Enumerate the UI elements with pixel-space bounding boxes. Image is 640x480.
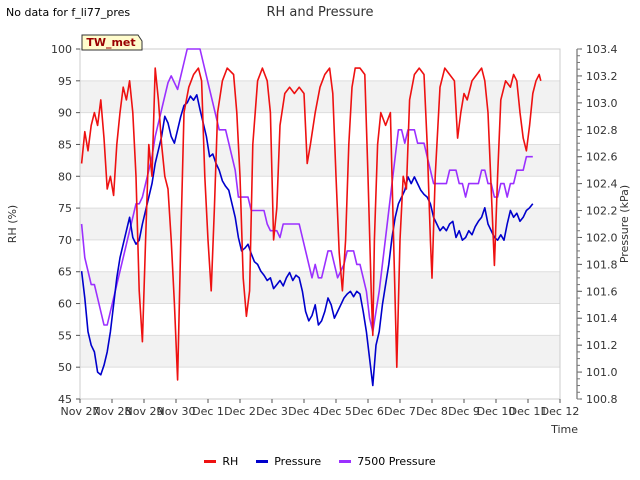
series-line-pressure xyxy=(80,94,534,387)
background-band xyxy=(80,303,560,336)
x-tick-label: Dec 3 xyxy=(256,405,288,418)
background-band xyxy=(80,271,560,304)
y-left-tick-label: 100 xyxy=(51,43,72,56)
legend-label: RH xyxy=(222,454,239,468)
x-tick-label: Dec 10 xyxy=(477,405,516,418)
y-right-tick-label: 102.4 xyxy=(586,178,618,191)
background-band xyxy=(80,208,560,240)
y-axis-left-label: RH (%) xyxy=(6,205,19,243)
legend-item: 7500 Pressure xyxy=(339,454,436,468)
y-right-tick-label: 101.0 xyxy=(586,366,618,379)
legend: RH Pressure 7500 Pressure xyxy=(0,452,640,470)
chart-title: RH and Pressure xyxy=(266,5,373,20)
x-tick-label: Dec 12 xyxy=(541,405,580,418)
x-tick-label: Dec 9 xyxy=(448,405,480,418)
y-right-tick-label: 100.8 xyxy=(586,393,618,406)
background-band xyxy=(80,367,560,399)
x-axis-label: Time xyxy=(550,423,578,436)
x-tick-label: Dec 8 xyxy=(416,405,448,418)
x-tick-label: Dec 6 xyxy=(352,405,384,418)
y-right-tick-label: 103.2 xyxy=(586,70,618,83)
x-tick-label: Dec 7 xyxy=(384,405,416,418)
x-tick-label: Dec 4 xyxy=(288,405,320,418)
background-band xyxy=(80,144,560,177)
legend-swatch xyxy=(256,459,269,463)
y-left-tick-label: 55 xyxy=(58,329,72,342)
legend-item: RH xyxy=(204,455,238,468)
y-left-tick-label: 60 xyxy=(58,298,72,311)
y-right-tick-label: 102.8 xyxy=(586,124,618,137)
y-left-tick-label: 50 xyxy=(58,361,72,374)
y-right-tick-label: 101.8 xyxy=(586,258,618,271)
y-left-tick-label: 80 xyxy=(58,170,72,183)
background-bands xyxy=(80,48,560,400)
station-badge-shape xyxy=(81,34,143,51)
background-band xyxy=(80,239,560,272)
legend-label: Pressure xyxy=(274,454,322,468)
x-tick-label: Nov 27 xyxy=(61,405,100,418)
station-label: TW_met xyxy=(86,36,135,49)
y-right-tick-label: 103.0 xyxy=(586,97,618,110)
x-tick-label: Dec 1 xyxy=(192,405,224,418)
x-tick-label: Nov 29 xyxy=(125,405,164,418)
background-band xyxy=(80,335,560,368)
x-tick-label: Dec 5 xyxy=(320,405,352,418)
series-layer xyxy=(80,48,542,387)
y-right-tick-label: 102.6 xyxy=(586,151,618,164)
legend-swatch xyxy=(339,459,352,463)
y-right-tick-label: 102.2 xyxy=(586,205,618,218)
y-right-tick-label: 101.2 xyxy=(586,339,618,352)
y-left-tick-label: 90 xyxy=(58,107,72,120)
series-line-7500-pressure xyxy=(80,48,533,333)
x-tick-label: Dec 2 xyxy=(224,405,256,418)
y-left-tick-label: 85 xyxy=(58,138,72,151)
background-band xyxy=(80,49,560,81)
x-tick-label: Nov 28 xyxy=(93,405,132,418)
plot-frame xyxy=(79,48,561,400)
legend-item: Pressure xyxy=(256,455,321,468)
y-right-tick-label: 103.4 xyxy=(586,43,618,56)
y-right-tick-label: 101.6 xyxy=(586,285,618,298)
series-line-rh xyxy=(80,67,542,381)
y-left-tick-label: 75 xyxy=(58,202,72,215)
x-tick-label: Nov 30 xyxy=(157,405,196,418)
y-left-tick-label: 70 xyxy=(58,234,72,247)
y-right-tick-label: 102.0 xyxy=(586,231,618,244)
y-right-tick-label: 101.4 xyxy=(586,312,618,325)
y-left-tick-label: 45 xyxy=(58,393,72,406)
legend-swatch xyxy=(204,459,217,463)
legend-label: 7500 Pressure xyxy=(357,454,436,468)
y-axis-left-ticks: 45 50 55 60 65 70 75 80 85 90 95 100 xyxy=(51,43,80,406)
y-left-tick-label: 65 xyxy=(58,266,72,279)
station-badge: TW_met xyxy=(81,34,143,51)
y-axis-right-ticks: 100.8 101.0 101.2 101.4 101.6 101.8 102.0 102.2… xyxy=(576,43,618,406)
no-data-note: No data for f_li77_pres xyxy=(6,6,131,19)
background-band xyxy=(80,176,560,209)
y-axis-right-label: Pressure (kPa) xyxy=(618,185,631,263)
y-left-tick-label: 95 xyxy=(58,75,72,88)
x-tick-label: Dec 11 xyxy=(509,405,548,418)
